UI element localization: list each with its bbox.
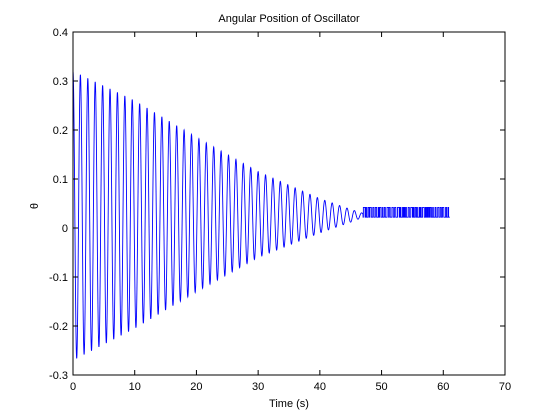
y-tick-label: -0.1 bbox=[49, 272, 68, 284]
x-tick-label: 0 bbox=[70, 381, 76, 393]
y-tick-label: -0.3 bbox=[49, 370, 68, 382]
plot-area bbox=[72, 31, 506, 376]
x-tick-label: 70 bbox=[499, 381, 511, 393]
x-tick-label: 50 bbox=[375, 381, 387, 393]
y-tick-label: -0.2 bbox=[49, 321, 68, 333]
series-line bbox=[72, 71, 450, 359]
y-tick-label: 0.1 bbox=[53, 174, 68, 186]
y-tick-label: 0.3 bbox=[53, 76, 68, 88]
y-tick-label: 0 bbox=[62, 223, 68, 235]
y-axis-ticks: -0.3 -0.2 -0.1 0 0.1 0.2 0.3 0.4 bbox=[49, 27, 505, 382]
y-tick-label: 0.4 bbox=[53, 27, 68, 39]
y-axis-label: θ bbox=[29, 203, 41, 209]
y-tick-label: 0.2 bbox=[53, 125, 68, 137]
chart-title: Angular Position of Oscillator bbox=[218, 13, 360, 25]
x-tick-label: 30 bbox=[252, 381, 264, 393]
x-tick-label: 10 bbox=[129, 381, 141, 393]
axes-frame bbox=[72, 31, 506, 376]
x-tick-label: 40 bbox=[314, 381, 326, 393]
x-tick-label: 60 bbox=[437, 381, 449, 393]
x-axis-label: Time (s) bbox=[269, 398, 309, 410]
x-axis-ticks: 0 10 20 30 40 50 60 70 bbox=[70, 32, 511, 393]
x-tick-label: 20 bbox=[190, 381, 202, 393]
